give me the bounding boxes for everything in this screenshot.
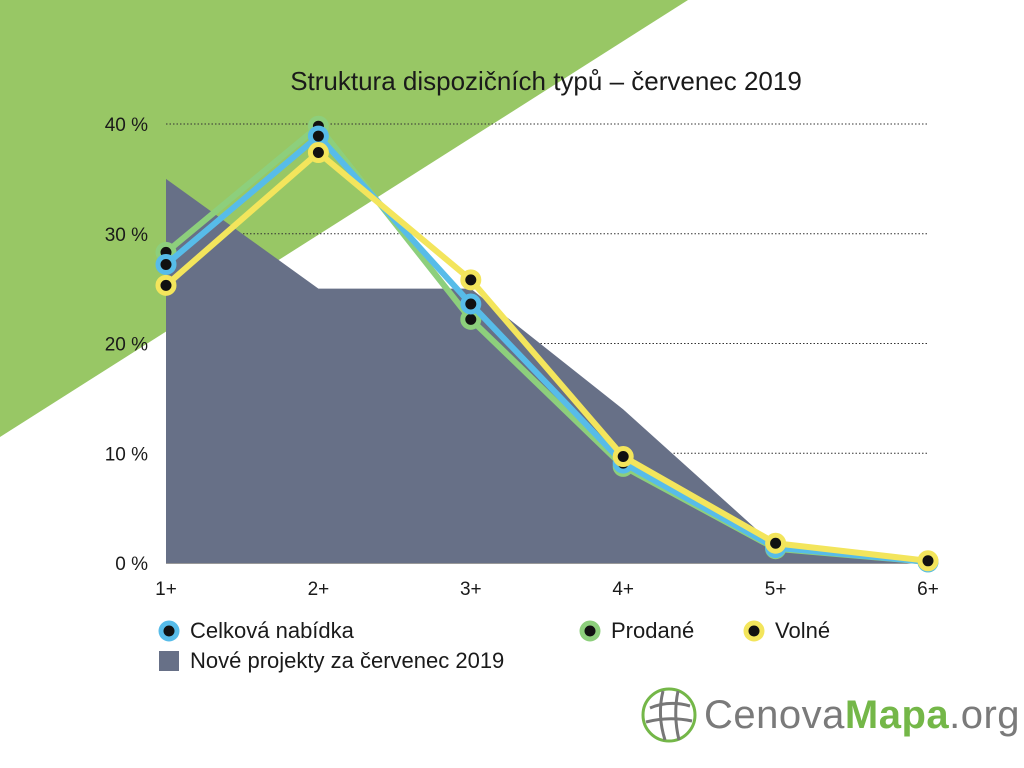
series-line xyxy=(164,149,929,564)
logo-wordmark: CenovaMapa.org xyxy=(704,693,1020,738)
chart-title: Struktura dispozičních typů – červenec 2… xyxy=(290,66,802,96)
legend-label-nove: Nové projekty za červenec 2019 xyxy=(190,648,505,673)
x-tick-label: 5+ xyxy=(765,579,787,600)
data-point xyxy=(460,293,482,315)
globe-icon xyxy=(641,687,697,743)
legend-label-volne: Volné xyxy=(775,618,831,643)
legend-swatch-nove xyxy=(159,651,179,671)
data-point xyxy=(307,142,329,164)
x-axis-labels: 1+ 2+ 3+ 4+ 5+ 6+ xyxy=(155,579,939,600)
series-3 xyxy=(155,142,939,572)
legend-item-prodane: Prodané xyxy=(579,618,694,644)
data-point xyxy=(612,446,634,468)
legend-item-nove: Nové projekty za červenec 2019 xyxy=(158,648,504,674)
logo-part-org: .org xyxy=(949,692,1021,737)
data-point xyxy=(155,253,177,275)
legend-marker-volne xyxy=(743,620,765,642)
legend-item-celkova: Celková nabídka xyxy=(158,618,354,644)
legend-item-volne: Volné xyxy=(743,618,830,644)
line-series xyxy=(155,115,939,573)
legend-marker-celkova xyxy=(158,620,180,642)
data-point xyxy=(155,274,177,296)
x-tick-label: 1+ xyxy=(155,579,177,600)
y-axis-labels: 0 % 10 % 20 % 30 % 40 % xyxy=(105,115,148,575)
cenovamapa-logo: CenovaMapa.org xyxy=(640,686,1020,744)
x-tick-label: 3+ xyxy=(460,579,482,600)
x-tick-label: 6+ xyxy=(917,579,939,600)
logo-part-cenova: Cenova xyxy=(704,692,845,737)
series-line xyxy=(164,133,929,565)
x-tick-label: 4+ xyxy=(612,579,634,600)
legend-label-prodane: Prodané xyxy=(611,618,695,643)
data-point xyxy=(917,550,939,572)
y-tick-label: 20 % xyxy=(105,335,148,356)
logo-part-mapa: Mapa xyxy=(844,692,950,737)
y-tick-label: 0 % xyxy=(115,554,148,575)
data-point xyxy=(765,532,787,554)
data-point xyxy=(307,125,329,147)
y-tick-label: 40 % xyxy=(105,115,148,136)
legend-label-celkova: Celková nabídka xyxy=(190,618,354,643)
y-tick-label: 30 % xyxy=(105,225,148,246)
data-point xyxy=(460,269,482,291)
x-tick-label: 2+ xyxy=(308,579,330,600)
y-tick-label: 10 % xyxy=(105,444,148,465)
legend-marker-prodane xyxy=(579,620,601,642)
